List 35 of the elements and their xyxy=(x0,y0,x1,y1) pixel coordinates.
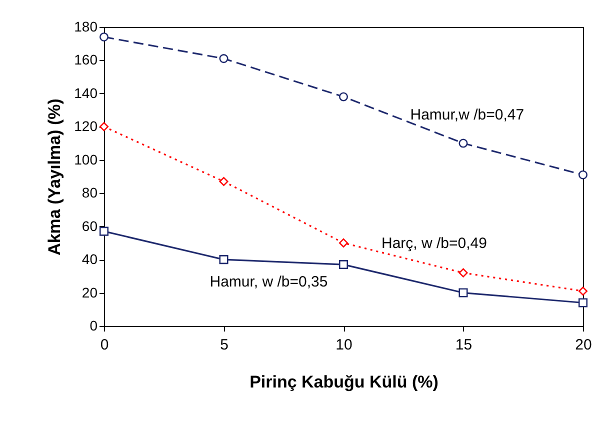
y-tick-label: 160 xyxy=(74,52,98,68)
point xyxy=(578,286,588,296)
point xyxy=(219,255,228,264)
y-tick-label: 80 xyxy=(82,184,98,201)
y-axis-title: Akma (Yayılma) (%) xyxy=(45,98,64,256)
y-tick-label: 60 xyxy=(82,218,98,234)
y-tick-label: 140 xyxy=(74,84,98,101)
y-tick-label: 0 xyxy=(90,318,98,334)
x-tick-label: 5 xyxy=(220,336,228,354)
point xyxy=(219,176,228,186)
series-label: Harç, w /b=0,49 xyxy=(382,234,487,252)
x-axis-title: Pirinç Kabuğu Külü (%) xyxy=(250,372,438,392)
y-tick-label: 100 xyxy=(74,151,98,168)
point xyxy=(578,170,588,180)
point xyxy=(219,54,228,64)
point xyxy=(99,32,109,42)
point xyxy=(99,122,109,132)
series-label: Hamur,w /b=0,47 xyxy=(410,106,524,124)
x-tick-label: 0 xyxy=(100,336,109,354)
point xyxy=(338,260,348,270)
point xyxy=(99,226,109,236)
point xyxy=(338,92,348,102)
y-tick-label: 120 xyxy=(74,118,98,134)
x-tick-label: 20 xyxy=(575,336,592,354)
series-label: Hamur, w /b=0,35 xyxy=(210,274,328,291)
x-tick-label: 10 xyxy=(336,336,352,354)
point xyxy=(458,288,468,298)
x-tick-label: 15 xyxy=(455,336,472,354)
point xyxy=(458,268,468,278)
y-tick-label: 180 xyxy=(74,18,98,34)
point xyxy=(338,238,348,248)
y-tick-label: 40 xyxy=(82,251,98,268)
y-tick-label: 20 xyxy=(82,284,98,300)
point xyxy=(578,298,588,308)
point xyxy=(458,138,468,148)
